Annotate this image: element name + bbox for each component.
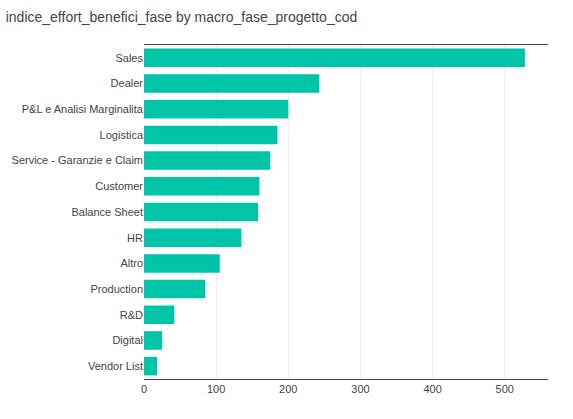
svg-text:Logistica: Logistica bbox=[100, 129, 144, 141]
svg-text:HR: HR bbox=[127, 232, 143, 244]
svg-text:500: 500 bbox=[496, 383, 514, 395]
svg-text:Service - Garanzie e Claim: Service - Garanzie e Claim bbox=[12, 154, 143, 166]
svg-text:P&L e Analisi Marginalita: P&L e Analisi Marginalita bbox=[22, 103, 144, 115]
svg-text:300: 300 bbox=[351, 383, 369, 395]
svg-text:Digital: Digital bbox=[112, 334, 143, 346]
svg-text:indice_effort_benefici_fase by: indice_effort_benefici_fase by macro_fas… bbox=[6, 9, 358, 25]
svg-text:Altro: Altro bbox=[120, 257, 143, 269]
svg-text:Sales: Sales bbox=[115, 52, 143, 64]
svg-text:Vendor List: Vendor List bbox=[88, 360, 143, 372]
svg-text:400: 400 bbox=[423, 383, 441, 395]
svg-text:Customer: Customer bbox=[95, 180, 143, 192]
svg-text:Production: Production bbox=[90, 283, 143, 295]
svg-text:R&D: R&D bbox=[120, 309, 143, 321]
svg-text:0: 0 bbox=[141, 383, 147, 395]
svg-text:Dealer: Dealer bbox=[111, 77, 144, 89]
svg-text:200: 200 bbox=[279, 383, 297, 395]
svg-text:Balance Sheet: Balance Sheet bbox=[71, 206, 143, 218]
svg-text:100: 100 bbox=[207, 383, 225, 395]
